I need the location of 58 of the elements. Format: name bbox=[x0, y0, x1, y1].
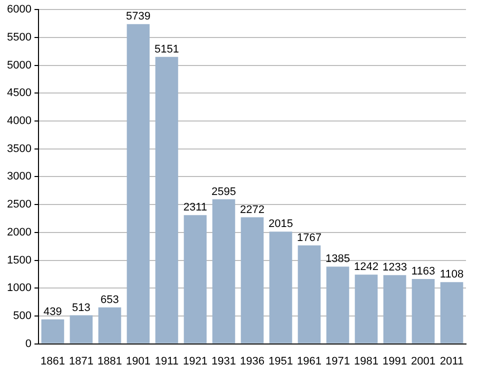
data-label: 1233 bbox=[382, 262, 407, 274]
bar bbox=[98, 307, 122, 344]
x-tick-label: 2011 bbox=[440, 355, 464, 368]
y-tick-label: 3000 bbox=[6, 170, 32, 183]
data-label: 439 bbox=[44, 306, 62, 318]
bar bbox=[440, 282, 464, 344]
bar bbox=[240, 217, 264, 344]
y-tick-label: 3500 bbox=[6, 142, 32, 155]
data-label: 653 bbox=[100, 294, 119, 306]
bar bbox=[126, 24, 150, 344]
bar bbox=[155, 56, 178, 344]
y-tick-label: 1000 bbox=[6, 282, 32, 294]
bar bbox=[383, 275, 406, 344]
data-label: 513 bbox=[72, 302, 90, 314]
bar bbox=[354, 274, 378, 344]
x-tick-label: 1971 bbox=[326, 355, 350, 368]
data-label: 1767 bbox=[296, 232, 322, 244]
data-label: 5739 bbox=[126, 10, 150, 23]
y-tick-label: 2500 bbox=[6, 198, 32, 211]
data-label: 2595 bbox=[211, 186, 236, 198]
bar bbox=[41, 319, 64, 344]
x-tick-label: 1881 bbox=[97, 355, 122, 368]
y-tick-label: 4500 bbox=[6, 87, 32, 100]
data-label: 2311 bbox=[183, 202, 208, 214]
data-label: 1385 bbox=[326, 253, 350, 266]
data-label: 1108 bbox=[440, 268, 464, 281]
x-tick-label: 1936 bbox=[240, 355, 264, 368]
x-tick-label: 2001 bbox=[411, 355, 436, 368]
bar bbox=[326, 266, 350, 344]
x-tick-label: 1901 bbox=[126, 355, 150, 368]
data-label: 1163 bbox=[411, 266, 436, 278]
x-tick-label: 1861 bbox=[40, 355, 65, 368]
y-tick-label: 4000 bbox=[6, 115, 32, 128]
x-tick-label: 1961 bbox=[296, 355, 322, 368]
y-tick-label: 2000 bbox=[6, 226, 32, 238]
y-tick-label: 5000 bbox=[6, 59, 32, 72]
y-tick-label: 0 bbox=[25, 338, 32, 350]
data-label: 5151 bbox=[154, 43, 179, 56]
x-tick-label: 1921 bbox=[182, 355, 208, 368]
bar bbox=[298, 245, 321, 344]
x-tick-label: 1871 bbox=[68, 355, 94, 368]
y-tick-label: 5500 bbox=[6, 31, 32, 44]
y-tick-label: 1500 bbox=[6, 254, 32, 266]
data-label: 2015 bbox=[268, 218, 293, 230]
bar bbox=[184, 215, 207, 344]
x-tick-label: 1911 bbox=[154, 355, 179, 368]
x-tick-label: 1951 bbox=[268, 355, 293, 368]
bar bbox=[70, 315, 93, 344]
data-label: 2272 bbox=[240, 204, 264, 216]
x-tick-label: 1991 bbox=[382, 355, 407, 368]
x-tick-label: 1931 bbox=[211, 355, 236, 368]
bar bbox=[412, 279, 435, 344]
bar bbox=[269, 232, 292, 344]
data-label: 1242 bbox=[354, 261, 378, 274]
y-tick-label: 6000 bbox=[6, 4, 32, 16]
bar bbox=[212, 199, 236, 344]
y-tick-label: 500 bbox=[13, 310, 32, 322]
x-tick-label: 1981 bbox=[354, 355, 378, 368]
